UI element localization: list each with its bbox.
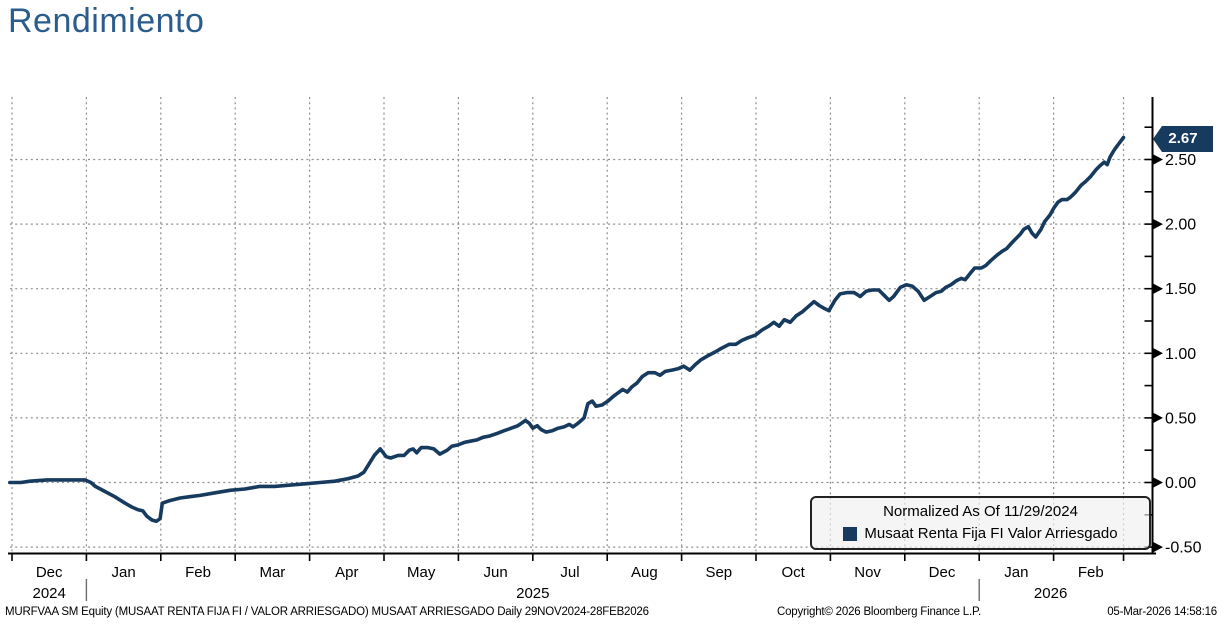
y-axis-label: 2.50 xyxy=(1165,152,1196,169)
axis-arrow-icon xyxy=(1153,283,1163,294)
x-axis-year-label: 2025 xyxy=(516,585,549,602)
x-axis-month-label: Dec xyxy=(929,564,956,581)
y-axis-label: 0.50 xyxy=(1165,410,1196,427)
x-axis-month-label: Dec xyxy=(36,564,63,581)
x-axis-month-label: Jan xyxy=(1004,564,1028,581)
chart-legend: Normalized As Of 11/29/2024 Musaat Renta… xyxy=(810,496,1151,550)
axis-arrow-icon xyxy=(1153,542,1163,553)
x-axis-month-label: Jun xyxy=(484,564,508,581)
y-axis-label: 2.00 xyxy=(1165,217,1196,234)
x-axis-month-label: Jul xyxy=(560,564,579,581)
legend-series-label: Musaat Renta Fija FI Valor Arriesgado xyxy=(864,525,1118,542)
x-axis-month-label: Feb xyxy=(1078,564,1104,581)
axis-arrow-icon xyxy=(1153,154,1163,165)
footer-copyright: Copyright© 2026 Bloomberg Finance L.P. xyxy=(777,606,981,618)
x-axis-year-label: 2024 xyxy=(33,585,66,602)
x-axis-month-label: Sep xyxy=(705,564,732,581)
y-axis-label: 1.50 xyxy=(1165,281,1196,298)
legend-normalized-row: Normalized As Of 11/29/2024 xyxy=(883,501,1078,523)
series-line xyxy=(8,135,1126,524)
x-axis-month-label: Aug xyxy=(631,564,658,581)
x-axis-month-label: Feb xyxy=(185,564,211,581)
axis-arrow-icon xyxy=(1153,348,1163,359)
x-axis-month-label: Jan xyxy=(112,564,136,581)
x-axis-month-label: May xyxy=(407,564,436,581)
last-price-tag: 2.67 xyxy=(1153,126,1213,152)
legend-series-row: Musaat Renta Fija FI Valor Arriesgado xyxy=(843,523,1118,545)
x-axis-month-label: Oct xyxy=(782,564,806,581)
axis-arrow-icon xyxy=(1153,412,1163,423)
footer-security-info: MURFVAA SM Equity (MUSAAT RENTA FIJA FI … xyxy=(5,606,649,618)
y-axis-label: 1.00 xyxy=(1165,346,1196,363)
chart-footer: MURFVAA SM Equity (MUSAAT RENTA FIJA FI … xyxy=(0,603,1221,623)
axis-arrow-icon xyxy=(1153,477,1163,488)
axis-arrow-icon xyxy=(1153,219,1163,230)
x-axis-month-label: Apr xyxy=(335,564,358,581)
x-axis-year-label: 2026 xyxy=(1034,585,1067,602)
x-axis-month-label: Mar xyxy=(259,564,285,581)
y-axis-label: -0.50 xyxy=(1165,540,1202,557)
page-title: Rendimiento xyxy=(8,2,205,40)
series-swatch-icon xyxy=(843,527,858,541)
legend-normalized-text: Normalized As Of 11/29/2024 xyxy=(883,503,1078,520)
footer-timestamp: 05-Mar-2026 14:58:16 xyxy=(1107,606,1217,618)
y-axis-label: 0.00 xyxy=(1165,475,1196,492)
x-axis-month-label: Nov xyxy=(854,564,881,581)
